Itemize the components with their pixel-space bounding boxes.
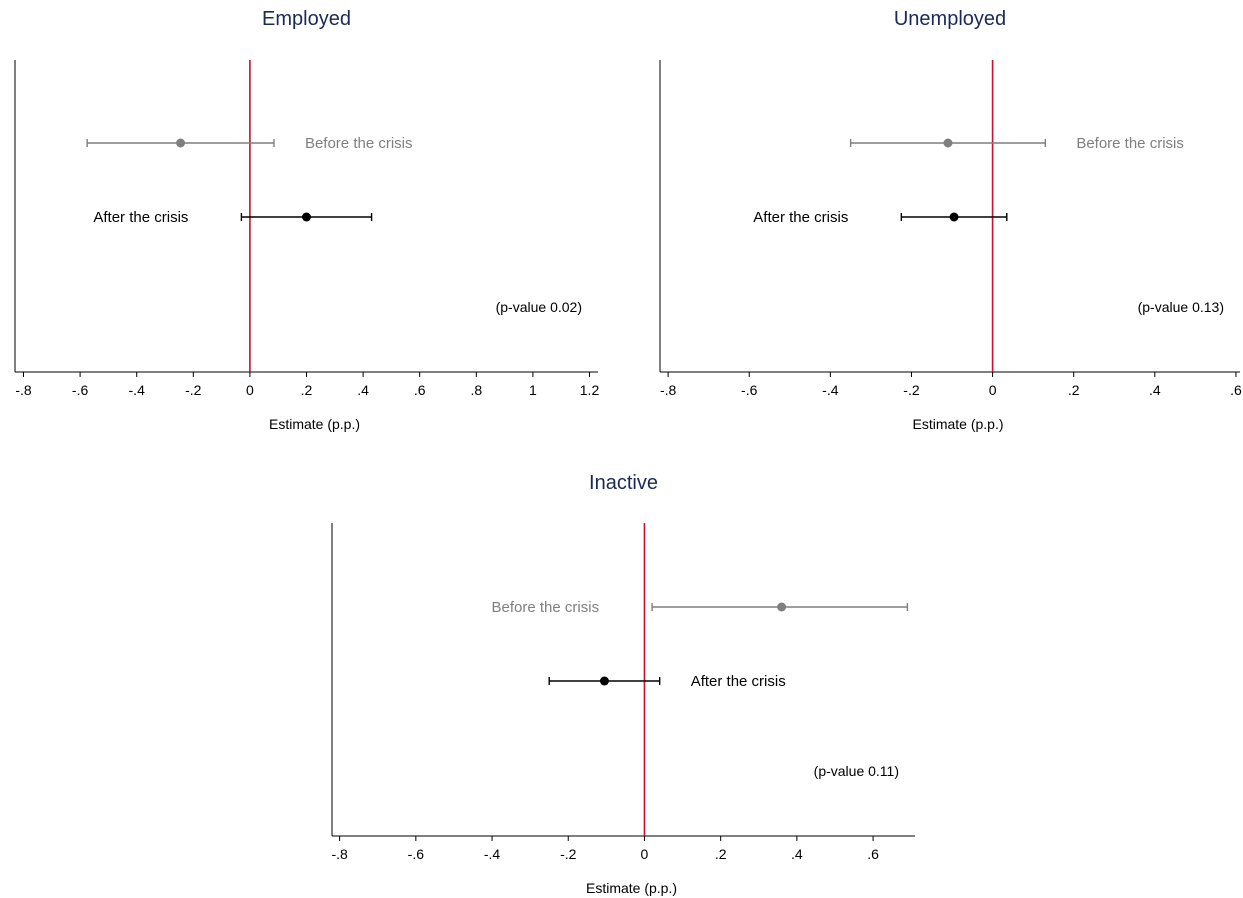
x-tick-label: .4 [791, 846, 803, 862]
x-tick-label: -.2 [185, 382, 202, 398]
x-tick-label: .2 [301, 382, 313, 398]
x-tick-label: -.4 [822, 382, 839, 398]
x-tick-label: .2 [715, 846, 727, 862]
x-axis-label: Estimate (p.p.) [269, 416, 360, 432]
x-tick-label: .6 [414, 382, 426, 398]
x-axis-label: Estimate (p.p.) [912, 416, 1003, 432]
series-label: After the crisis [93, 209, 188, 226]
x-tick-label: .4 [357, 382, 369, 398]
x-tick-label: 0 [641, 846, 649, 862]
x-tick-label: -.8 [331, 846, 348, 862]
x-tick-label: -.2 [560, 846, 577, 862]
x-tick-label: -.2 [903, 382, 920, 398]
panel-inactive: Inactive -.8 -.6 -.4 -.2 0 .2 .4 .6 Estimate (p.p… [331, 472, 915, 896]
point-estimate [943, 138, 953, 148]
x-tick-label: .6 [1230, 382, 1242, 398]
series-label: Before the crisis [305, 135, 413, 152]
p-value-annotation: (p-value 0.13) [1138, 299, 1224, 315]
x-tick-label: -.6 [741, 382, 758, 398]
point-estimate [302, 212, 311, 222]
x-tick-label: -.8 [15, 382, 32, 398]
point-estimate [949, 212, 959, 222]
x-tick-label: -.6 [408, 846, 425, 862]
x-tick-label: -.8 [660, 382, 677, 398]
x-tick-label: 1 [529, 382, 537, 398]
x-tick-label: .6 [867, 846, 879, 862]
point-estimate [599, 676, 609, 686]
point-estimate [176, 138, 186, 148]
x-tick-label: .4 [1149, 382, 1161, 398]
p-value-annotation: (p-value 0.11) [814, 763, 899, 779]
x-tick-label: -.6 [72, 382, 89, 398]
x-tick-label: 0 [989, 382, 997, 398]
x-tick-label: -.4 [484, 846, 501, 862]
x-tick-label: 1.2 [580, 382, 600, 398]
panel-employed: Employed -.8 -.6 -.4 -.2 0 .2 .4 .6 .8 1 1.2 Estimat… [14, 8, 600, 432]
series-label: After the crisis [753, 209, 848, 226]
panel-title: Employed [262, 8, 351, 30]
x-tick-label: -.4 [129, 382, 146, 398]
x-tick-label: 0 [246, 382, 254, 398]
panel-unemployed: Unemployed -.8 -.6 -.4 -.2 0 .2 .4 .6 Estimate (p… [659, 8, 1242, 432]
x-tick-label: .8 [470, 382, 482, 398]
point-estimate [777, 602, 787, 612]
series-label: Before the crisis [492, 599, 600, 616]
x-axis-label: Estimate (p.p.) [586, 880, 677, 896]
series-label: After the crisis [691, 673, 786, 690]
panel-title: Unemployed [894, 8, 1006, 30]
series-label: Before the crisis [1076, 135, 1184, 152]
x-tick-label: .2 [1068, 382, 1080, 398]
p-value-annotation: (p-value 0.02) [496, 299, 582, 315]
panel-title: Inactive [589, 472, 658, 494]
